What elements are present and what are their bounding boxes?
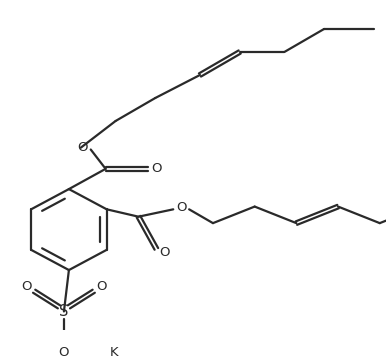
Text: O: O <box>176 201 187 214</box>
Text: S: S <box>59 304 68 319</box>
Text: O: O <box>151 162 161 175</box>
Text: O: O <box>159 246 170 259</box>
Text: O: O <box>96 280 107 293</box>
Text: O: O <box>21 280 31 293</box>
Text: O: O <box>59 346 69 357</box>
Text: K: K <box>109 346 118 357</box>
Text: O: O <box>77 141 88 154</box>
